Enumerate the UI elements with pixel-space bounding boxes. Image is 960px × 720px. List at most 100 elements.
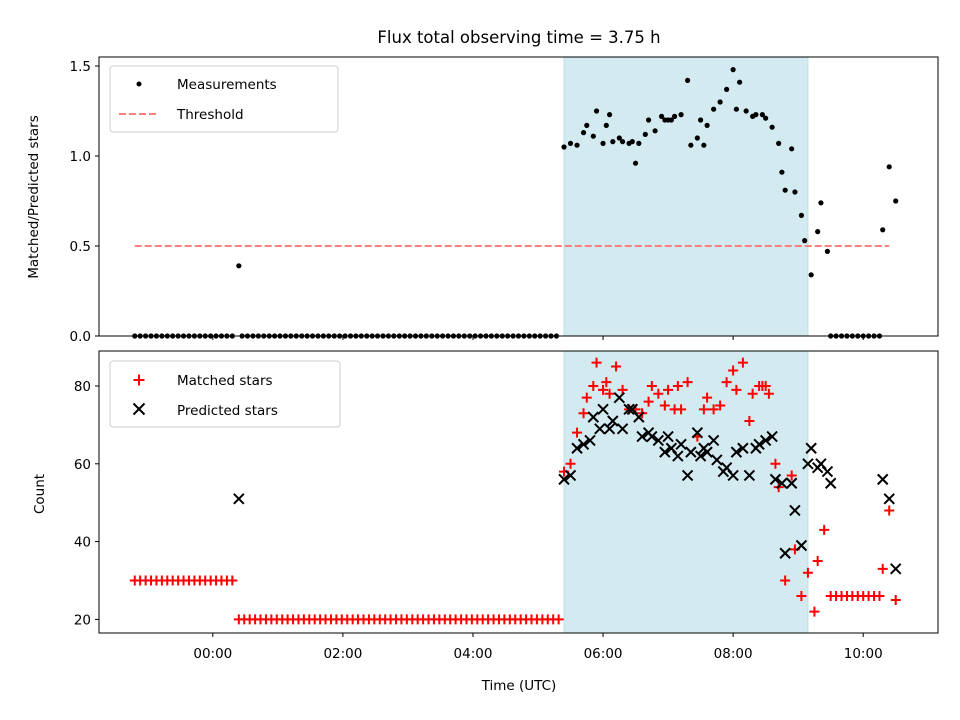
matched-point [890, 594, 901, 605]
matched-point [698, 404, 709, 415]
x-tick-label: 08:00 [714, 646, 753, 662]
bottom-shaded-region [563, 350, 809, 634]
measurement-point [704, 122, 710, 128]
measurement-point [733, 106, 739, 112]
predicted-point [584, 434, 596, 447]
measurement-point [603, 122, 609, 128]
measurement-point [759, 112, 765, 118]
measurement-point [698, 117, 704, 123]
matched-point [702, 392, 713, 403]
measurement-point [629, 139, 635, 145]
measurement-point [730, 67, 736, 73]
predicted-point [636, 430, 648, 443]
matched-point [553, 614, 564, 625]
matched-point [676, 404, 687, 415]
bottom-series-predicted-stars [233, 391, 902, 575]
measurement-point [600, 140, 606, 146]
matched-point [737, 357, 748, 368]
matched-point [877, 563, 888, 574]
measurement-point [632, 160, 639, 166]
predicted-point [711, 454, 723, 466]
predicted-point [769, 473, 782, 486]
measurement-point [616, 135, 622, 141]
matched-point [646, 381, 657, 392]
predicted-point [623, 403, 635, 416]
predicted-point [681, 469, 694, 482]
predicted-point [877, 473, 889, 486]
matched-point [780, 575, 791, 586]
predicted-point [587, 411, 600, 423]
bottom-panel: 20 40 60 80 00:00 02:00 04:00 06:00 08:00 10:00 [74, 350, 939, 662]
measurement-point [886, 164, 892, 170]
measurement-point [743, 108, 749, 114]
matched-point [672, 381, 683, 392]
top-panel: 0.0 0.5 1.0 1.5 [70, 56, 939, 345]
predicted-point [233, 493, 245, 505]
measurement-point [893, 198, 899, 204]
measurement-point [824, 248, 831, 254]
predicted-point [776, 477, 788, 489]
measurement-point [779, 169, 785, 175]
matched-point [747, 388, 758, 399]
bottom-y-axis-label: Count [32, 474, 48, 514]
matched-point [786, 470, 797, 481]
measurement-point [645, 117, 652, 123]
predicted-point [662, 430, 674, 443]
measurement-point [671, 113, 678, 119]
legend-dot-icon [136, 81, 142, 87]
matched-point [588, 381, 599, 392]
measurement-point [798, 212, 805, 218]
measurement-point [737, 79, 743, 85]
legend-entry-predicted: Predicted stars [177, 403, 278, 419]
measurement-point [619, 139, 626, 145]
bottom-y-tick-label: 20 [74, 612, 91, 628]
measurement-point [753, 112, 759, 118]
x-tick-label: 04:00 [454, 646, 493, 662]
matched-point [659, 400, 670, 411]
measurement-point [584, 122, 590, 128]
measurement-point [685, 77, 691, 83]
bottom-series-matched-stars [129, 357, 901, 625]
bottom-y-tick-label: 40 [74, 535, 91, 551]
measurement-point [668, 117, 674, 123]
matched-point [802, 567, 813, 578]
measurement-point [711, 106, 717, 112]
matched-point [604, 388, 615, 399]
predicted-point [802, 458, 814, 470]
measurement-point [590, 133, 596, 139]
top-shaded-region [563, 56, 809, 337]
matched-point [591, 357, 602, 368]
predicted-point [564, 469, 577, 482]
measurement-point [652, 128, 658, 134]
legend-entry-matched: Matched stars [177, 373, 273, 389]
measurement-point [574, 142, 580, 148]
predicted-point [779, 547, 791, 559]
predicted-point [691, 426, 704, 439]
bottom-y-tick-label: 80 [74, 379, 91, 395]
predicted-point [558, 473, 570, 486]
predicted-point [613, 391, 626, 404]
predicted-point [652, 434, 665, 447]
measurement-point [776, 140, 782, 146]
matched-point [663, 384, 674, 395]
matched-point [565, 458, 576, 469]
predicted-point [633, 411, 645, 423]
measurement-point [593, 108, 600, 114]
measurement-point [642, 131, 648, 137]
x-tick-label: 02:00 [323, 646, 362, 662]
matched-point [770, 458, 781, 469]
legend-x-icon [132, 402, 146, 416]
matched-point [601, 377, 612, 388]
predicted-point [594, 423, 606, 435]
measurement-point [818, 200, 824, 206]
measurement-point [610, 139, 616, 145]
measurement-point [694, 135, 700, 141]
matched-point [578, 408, 589, 419]
predicted-point [753, 438, 765, 451]
top-y-tick-label: 0.5 [70, 239, 91, 255]
top-plot-frame [98, 56, 939, 337]
top-y-tick-label: 0.0 [70, 329, 91, 345]
measurement-point [561, 144, 567, 150]
predicted-point [707, 434, 720, 447]
